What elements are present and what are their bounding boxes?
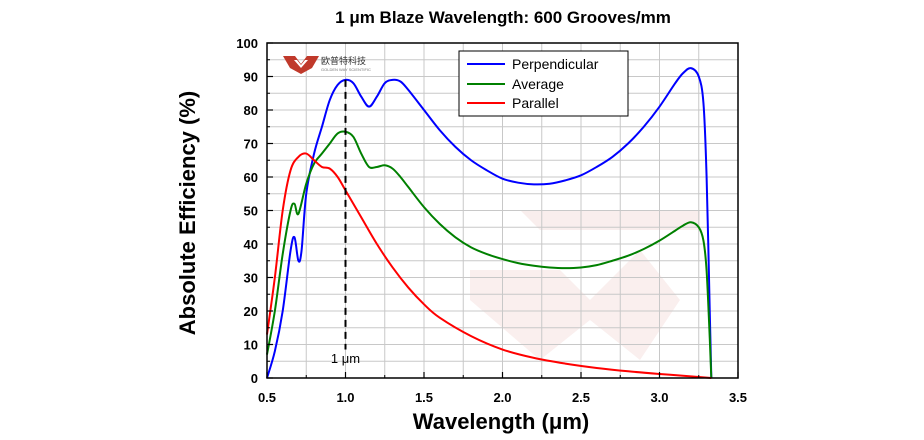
x-tick-label: 0.5 [258,390,276,405]
logo-mark-inner-icon [294,60,308,68]
axis-ticks: 0.5 1.0 1.5 2.0 2.5 3.0 3.5 0 10 20 30 40 50 60 70 80 90… [236,36,747,405]
y-tick-label: 30 [244,271,258,286]
legend: Perpendicular Average Parallel [458,50,629,117]
y-tick-label: 80 [244,103,258,118]
legend-label-parallel: Parallel [512,95,559,111]
logo-english-text: GOLDEN WAY SCIENTIFIC [321,67,371,72]
x-tick-label: 2.0 [493,390,511,405]
y-tick-label: 90 [244,70,258,85]
company-logo: 欧普特科技 GOLDEN WAY SCIENTIFIC [283,55,371,74]
x-tick-label: 2.5 [572,390,590,405]
x-tick-label: 3.5 [729,390,747,405]
watermark-logo [470,210,700,360]
y-tick-label: 40 [244,237,258,252]
x-tick-label: 1.0 [336,390,354,405]
y-tick-label: 0 [251,371,258,386]
series-line-parallel [266,152,712,379]
legend-label-perpendicular: Perpendicular [512,56,599,72]
y-tick-label: 60 [244,170,258,185]
x-tick-label: 3.0 [650,390,668,405]
x-tick-label: 1.5 [415,390,433,405]
y-tick-label: 70 [244,137,258,152]
annotation-label: 1 μm [331,351,360,366]
chart-title: 1 μm Blaze Wavelength: 600 Grooves/mm [335,8,671,27]
annotation-1um: 1 μm [331,79,360,366]
y-tick-label: 20 [244,304,258,319]
y-tick-label: 50 [244,204,258,219]
legend-label-average: Average [512,76,564,92]
logo-chinese-text: 欧普特科技 [321,55,366,66]
x-axis-title: Wavelength (μm) [413,409,589,434]
plot-frame [266,42,739,379]
y-axis-title: Absolute Efficiency (%) [175,91,200,335]
y-tick-label: 10 [244,338,258,353]
series-lines [266,67,713,379]
y-tick-label: 100 [236,36,258,51]
